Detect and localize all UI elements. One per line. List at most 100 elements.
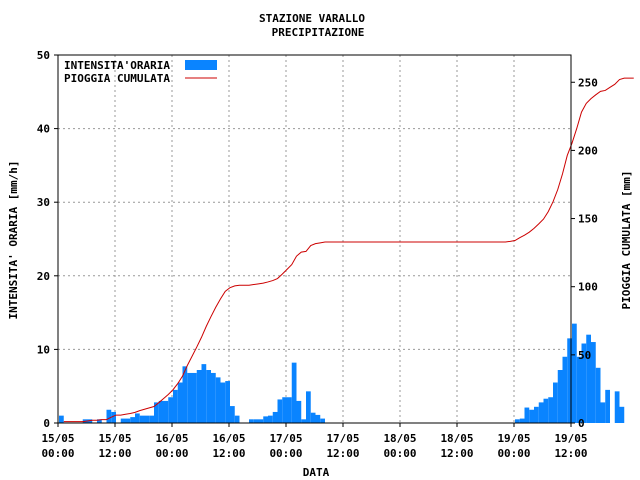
intensity-bar (206, 370, 211, 423)
intensity-bar (149, 415, 154, 423)
left-tick-label: 0 (43, 417, 50, 430)
x-tick-label-time: 12:00 (440, 447, 473, 460)
right-tick-label: 150 (578, 213, 598, 226)
x-tick-label-date: 17/05 (269, 432, 302, 445)
x-tick-label-date: 17/05 (326, 432, 359, 445)
intensity-bar (225, 381, 230, 423)
intensity-bar (315, 414, 321, 423)
chart-subtitle: PRECIPITAZIONE (272, 26, 365, 39)
x-tick-label-time: 00:00 (383, 447, 416, 460)
x-tick-label-date: 16/05 (212, 432, 245, 445)
right-tick-label: 100 (578, 281, 598, 294)
intensity-bar (548, 397, 553, 423)
legend: INTENSITA'ORARIA PIOGGIA CUMULATA (64, 59, 217, 85)
right-tick-label: 50 (578, 349, 591, 362)
right-tick-label: 250 (578, 76, 598, 89)
intensity-bar (581, 343, 587, 423)
x-tick-label-time: 12:00 (98, 447, 131, 460)
intensity-bar (277, 399, 283, 423)
right-tick-label: 200 (578, 144, 598, 157)
intensity-bar (215, 377, 221, 423)
intensity-bar (291, 362, 297, 423)
y-axis-right-label: PIOGGIA CUMULATA [mm] (620, 170, 633, 309)
intensity-bar (182, 366, 188, 423)
y-axis-left-label: INTENSITA' ORARIA [mm/h] (7, 161, 20, 320)
plot-frame (57, 54, 572, 424)
intensity-bar (576, 356, 582, 423)
intensity-bar (211, 372, 216, 423)
legend-label-intensity: INTENSITA'ORARIA (64, 59, 170, 72)
intensity-bar (158, 400, 164, 423)
chart-title: STAZIONE VARALLO (259, 12, 365, 25)
intensity-bar (139, 415, 145, 423)
intensity-bar (130, 417, 135, 423)
intensity-bar (230, 406, 235, 423)
intensity-bar (310, 412, 316, 423)
legend-label-cumulative: PIOGGIA CUMULATA (64, 72, 170, 85)
x-tick-label-time: 12:00 (554, 447, 587, 460)
intensity-bar (572, 323, 577, 423)
intensity-bar (187, 372, 192, 423)
x-tick-label-date: 19/05 (554, 432, 587, 445)
intensity-bar (97, 419, 102, 423)
x-axis-label: DATA (303, 466, 330, 479)
intensity-bar (296, 400, 302, 423)
intensity-bar (557, 370, 563, 423)
intensity-bar (173, 389, 178, 423)
intensity-bar (249, 419, 254, 423)
intensity-bar (567, 338, 572, 423)
intensity-bar (619, 406, 625, 423)
intensity-bar (87, 419, 93, 423)
x-tick-label-time: 12:00 (326, 447, 359, 460)
intensity-bar (534, 406, 539, 423)
intensity-bar (163, 400, 169, 423)
intensity-bar (524, 407, 530, 423)
x-tick-label-date: 15/05 (98, 432, 131, 445)
intensity-bar (106, 409, 112, 423)
grid (58, 55, 571, 423)
intensity-bar (201, 364, 207, 423)
x-tick-label-date: 18/05 (440, 432, 473, 445)
left-tick-label: 20 (37, 270, 50, 283)
intensity-bar (562, 356, 568, 423)
x-tick-label-date: 18/05 (383, 432, 416, 445)
cumulative-line (63, 77, 634, 423)
intensity-bar (125, 418, 131, 423)
cumulative-line-group (63, 77, 634, 423)
intensity-bar (320, 418, 325, 423)
intensity-bar (154, 402, 159, 423)
intensity-bar (196, 370, 202, 423)
intensity-bar (301, 419, 306, 423)
intensity-bar (519, 418, 525, 423)
intensity-bar (272, 411, 278, 423)
intensity-bar (258, 419, 264, 423)
intensity-bar (614, 391, 620, 423)
intensity-bar (253, 419, 259, 423)
x-tick-label-time: 00:00 (497, 447, 530, 460)
x-tick-label-date: 19/05 (497, 432, 530, 445)
intensity-bar (59, 415, 64, 423)
x-tick-label-time: 00:00 (269, 447, 302, 460)
right-axis-ticks: 0 50 100 150 200 250 (571, 76, 598, 430)
intensity-bar (595, 367, 601, 423)
x-tick-label-date: 15/05 (41, 432, 74, 445)
x-tick-label-time: 00:00 (155, 447, 188, 460)
left-tick-label: 50 (37, 49, 50, 62)
left-tick-label: 40 (37, 123, 50, 136)
intensity-bar (605, 389, 610, 423)
intensity-bar (135, 413, 140, 423)
right-tick-label: 0 (578, 417, 585, 430)
intensity-bar (600, 402, 606, 423)
left-axis-ticks: 0 10 20 30 40 50 (37, 49, 58, 430)
left-tick-label: 10 (37, 343, 50, 356)
legend-swatch-intensity (185, 60, 217, 70)
intensity-bar (591, 342, 596, 423)
intensity-bar (553, 382, 558, 423)
intensity-bar (268, 415, 273, 423)
left-tick-label: 30 (37, 196, 50, 209)
intensity-bar (234, 415, 240, 423)
intensity-bar (120, 418, 126, 423)
intensity-bars (59, 323, 625, 423)
intensity-bar (263, 416, 268, 423)
